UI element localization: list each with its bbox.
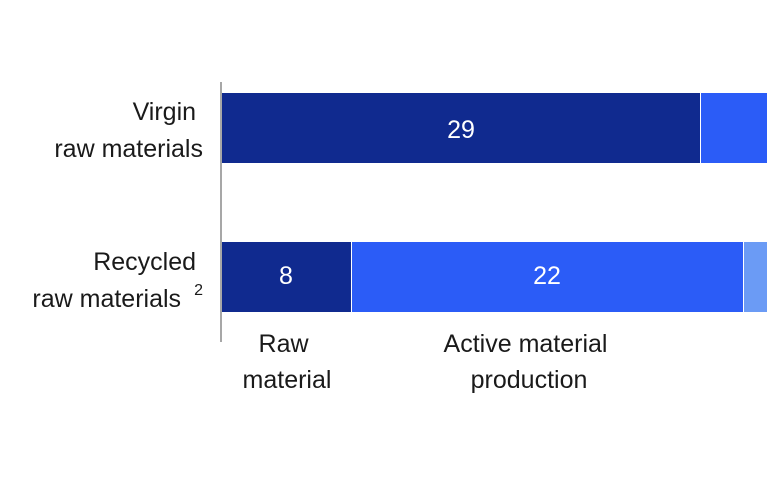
stage-label-active-material-production-line-1: Active material [444,330,608,358]
category-label-recycled-line-1: Recycled [93,248,196,276]
bar-value-recycled-active-material-production: 22 [533,262,561,290]
category-label-virgin-line-2: raw materials [54,135,203,163]
stage-label-active-material-production: Active material production [444,330,615,394]
bar-recycled-next-stage [744,242,767,312]
bar-recycled-raw-material [222,242,351,312]
category-label-recycled: Recycled raw materials 2 [32,248,203,313]
stage-label-raw-material-line-2: material [243,366,332,394]
bar-virgin-active-material-production [701,93,767,163]
stage-label-raw-material-line-1: Raw [259,330,310,358]
category-label-recycled-superscript: 2 [194,282,203,299]
stage-label-raw-material: Raw material [243,330,332,394]
bar-value-virgin-raw-material: 29 [447,116,475,144]
bar-value-recycled-raw-material: 8 [279,262,293,290]
stage-label-active-material-production-line-2: production [471,366,588,394]
category-label-recycled-line-2: raw materials [32,285,181,313]
category-label-virgin-line-1: Virgin [133,98,196,126]
bar-recycled-active-material-production [352,242,743,312]
bar-virgin-raw-material [222,93,700,163]
category-label-virgin: Virgin raw materials [54,98,203,163]
